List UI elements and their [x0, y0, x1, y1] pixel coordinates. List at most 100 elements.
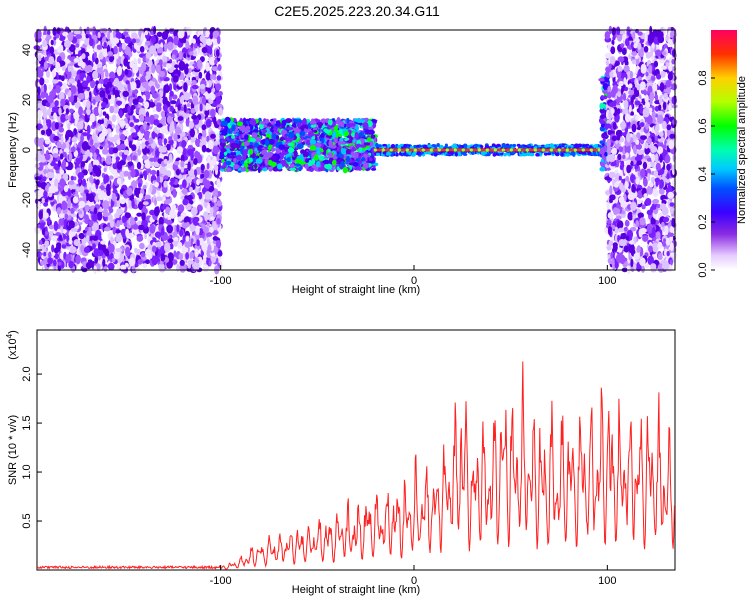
- spectrogram-cell: [53, 112, 57, 120]
- spectrogram-cell: [264, 139, 270, 147]
- spectrogram-cell: [346, 140, 353, 144]
- spectrogram-cell: [302, 151, 309, 158]
- spectrogram-cell: [43, 251, 47, 257]
- spectrogram-cell: [154, 231, 162, 238]
- spectrogram-cell: [37, 29, 42, 39]
- spectrogram-cell: [182, 222, 189, 229]
- spectrogram-cell: [144, 171, 147, 181]
- spectrogram-cell: [165, 219, 173, 225]
- spectrogram-cell: [201, 242, 208, 251]
- spectrogram-cell: [288, 131, 295, 139]
- spectrogram-cell: [75, 43, 80, 48]
- spectrogram-cell: [93, 159, 100, 167]
- spectrogram-cell: [81, 80, 89, 87]
- spectrogram-cell: [185, 118, 190, 127]
- spectrogram-cell: [39, 145, 45, 155]
- spectrogram-cell: [327, 149, 331, 153]
- spectrogram-cell: [207, 252, 211, 259]
- spectrogram-cell: [80, 160, 86, 171]
- spectrogram-cell: [356, 119, 363, 124]
- spectrogram-cell: [137, 259, 144, 264]
- spectrogram-cell: [250, 119, 257, 126]
- spectrogram-cell: [189, 51, 194, 56]
- spectrogram-cell: [94, 57, 99, 65]
- spectrogram-cell: [73, 239, 81, 247]
- spectrogram-cell: [87, 60, 92, 67]
- spectrogram-cell: [197, 134, 201, 140]
- spectrogram-cell: [92, 235, 99, 241]
- spectrogram-cell: [137, 224, 145, 231]
- spectrogram-cell: [92, 70, 99, 80]
- spectrogram-cell: [225, 167, 232, 173]
- spectrogram-cell: [45, 70, 51, 78]
- spectrogram-cell: [93, 52, 97, 59]
- spectrogram-cell: [260, 121, 266, 125]
- spectrogram-cell: [268, 159, 273, 166]
- spectrogram-cell: [49, 46, 55, 55]
- spectrogram-cell: [244, 162, 248, 167]
- spectrogram-cell: [45, 102, 51, 108]
- spectrogram-cell: [55, 232, 61, 237]
- spectrogram-cell: [56, 46, 63, 53]
- spectrogram-cell: [126, 155, 131, 161]
- spectrogram-cell: [67, 122, 71, 131]
- spectrogram-cell: [94, 95, 101, 103]
- spectrogram-cell: [211, 252, 215, 257]
- spectrogram-cell: [182, 198, 189, 206]
- spectrogram-cell: [254, 142, 259, 148]
- spectrogram-cell: [164, 242, 171, 253]
- spectrogram-cell: [180, 167, 185, 173]
- spectrogram-cell: [217, 250, 223, 257]
- spectrogram-cell: [185, 252, 190, 260]
- spectrogram-cell: [172, 75, 179, 83]
- spectrogram-cell: [193, 128, 198, 139]
- spectrogram-cell: [140, 32, 145, 42]
- spectrogram-cell: [43, 190, 48, 199]
- spectrogram-cell: [244, 134, 249, 140]
- spectrogram-cell: [95, 167, 102, 178]
- spectrogram-cell: [58, 213, 65, 219]
- spectrogram-cell: [68, 78, 76, 84]
- spectrogram-cell: [67, 198, 71, 209]
- spectrogram-cell: [173, 236, 179, 242]
- spectrogram-cell: [352, 139, 356, 143]
- spectrogram-cell: [173, 35, 179, 46]
- spectrogram-cell: [332, 130, 337, 138]
- spectrogram-cell: [278, 144, 286, 151]
- spectrogram-cell: [67, 65, 72, 73]
- spectrogram-cell: [206, 38, 213, 46]
- spectrogram-cell: [296, 155, 302, 160]
- spectrogram-cell: [70, 213, 77, 218]
- spectrogram-cell: [116, 177, 122, 185]
- spectrogram-cell: [74, 101, 81, 109]
- spectrogram-cell: [244, 128, 250, 133]
- spectrogram-cell: [131, 265, 136, 273]
- spectrogram-cell: [166, 224, 174, 234]
- spectrogram-cell: [102, 258, 106, 268]
- spectrogram-cell: [194, 248, 199, 258]
- spectrogram-cell: [270, 147, 276, 152]
- spectrogram-cell: [109, 132, 113, 138]
- spectrogram-cell: [84, 204, 90, 212]
- spectrogram-cell: [127, 82, 131, 92]
- spectrogram-cell: [116, 67, 122, 77]
- spectrogram-cell: [116, 208, 123, 216]
- spectrogram-cell: [248, 157, 253, 163]
- spectrogram-cell: [165, 206, 171, 215]
- spectrogram-cell: [196, 239, 200, 247]
- spectrogram-cell: [46, 34, 52, 40]
- spectrogram-cell: [349, 123, 353, 127]
- spectrogram-cell: [68, 108, 74, 114]
- spectrogram-cell: [150, 85, 156, 95]
- spectrogram-cell: [53, 36, 57, 41]
- spectrogram-cell: [46, 30, 51, 36]
- spectrogram-cell: [46, 216, 51, 225]
- spectrogram-cell: [92, 98, 96, 105]
- spectrogram-cell: [202, 130, 207, 138]
- spectrogram-cell: [225, 160, 232, 166]
- spectrogram-cell: [123, 149, 130, 155]
- spectrogram-cell: [59, 153, 64, 160]
- spectrogram-cell: [367, 137, 372, 142]
- spectrogram-cell: [155, 196, 163, 202]
- spectrogram-cell: [281, 120, 287, 127]
